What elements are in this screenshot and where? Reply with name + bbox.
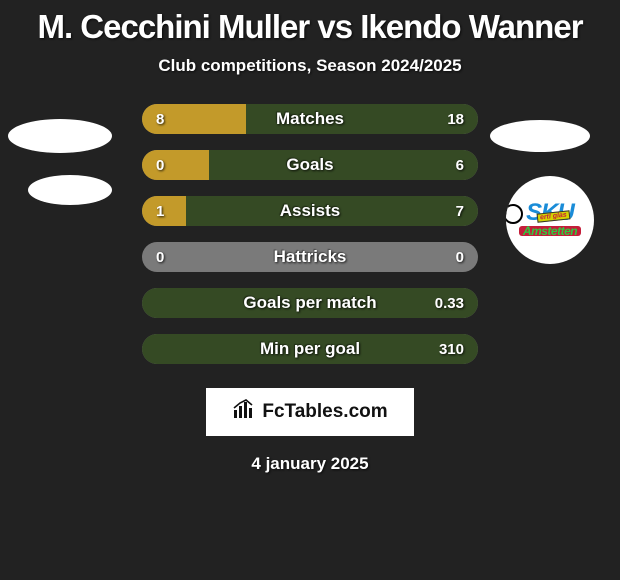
subtitle: Club competitions, Season 2024/2025: [0, 56, 620, 76]
stat-row: Matches818: [142, 104, 478, 134]
sku-bottom-text: Amstetten: [519, 226, 581, 237]
stat-fill-right: [209, 150, 478, 180]
stat-value-right: 7: [456, 196, 464, 226]
stat-fill-right: [246, 104, 478, 134]
crest-left-1: [8, 119, 112, 153]
stat-value-left: 8: [156, 104, 164, 134]
stat-row: Min per goal310: [142, 334, 478, 364]
stat-value-left: 0: [156, 150, 164, 180]
stat-fill-right: [142, 288, 478, 318]
stat-value-right: 6: [456, 150, 464, 180]
brand-text: FcTables.com: [232, 398, 387, 426]
stat-row: Hattricks0 0: [142, 242, 478, 272]
stat-value-left: 0: [156, 242, 164, 272]
stat-value-right: 310: [439, 334, 464, 364]
stat-value-right: 18: [447, 104, 464, 134]
stat-fill-right: [186, 196, 478, 226]
stat-value-right: 0: [456, 242, 464, 272]
page-title: M. Cecchini Muller vs Ikendo Wanner: [0, 0, 620, 46]
date-line: 4 january 2025: [0, 454, 620, 474]
soccer-ball-icon: [506, 204, 523, 224]
stat-fill-left: [142, 150, 209, 180]
stat-fill-right: [142, 334, 478, 364]
stat-value-right: 0.33: [435, 288, 464, 318]
brand-box: FcTables.com: [206, 388, 414, 436]
stat-label: Hattricks: [142, 242, 478, 272]
crest-left-2: [28, 175, 112, 205]
stat-row: Goals06: [142, 150, 478, 180]
chart-icon: [232, 398, 258, 426]
stat-row: Goals per match0.33: [142, 288, 478, 318]
brand-label: FcTables.com: [262, 401, 387, 423]
stat-row: Assists17: [142, 196, 478, 226]
stat-value-left: 1: [156, 196, 164, 226]
crest-right-1: [490, 120, 590, 152]
sku-logo: SKU ertl glas Amstetten: [519, 202, 581, 238]
crest-sku-amstetten: SKU ertl glas Amstetten: [506, 176, 594, 264]
